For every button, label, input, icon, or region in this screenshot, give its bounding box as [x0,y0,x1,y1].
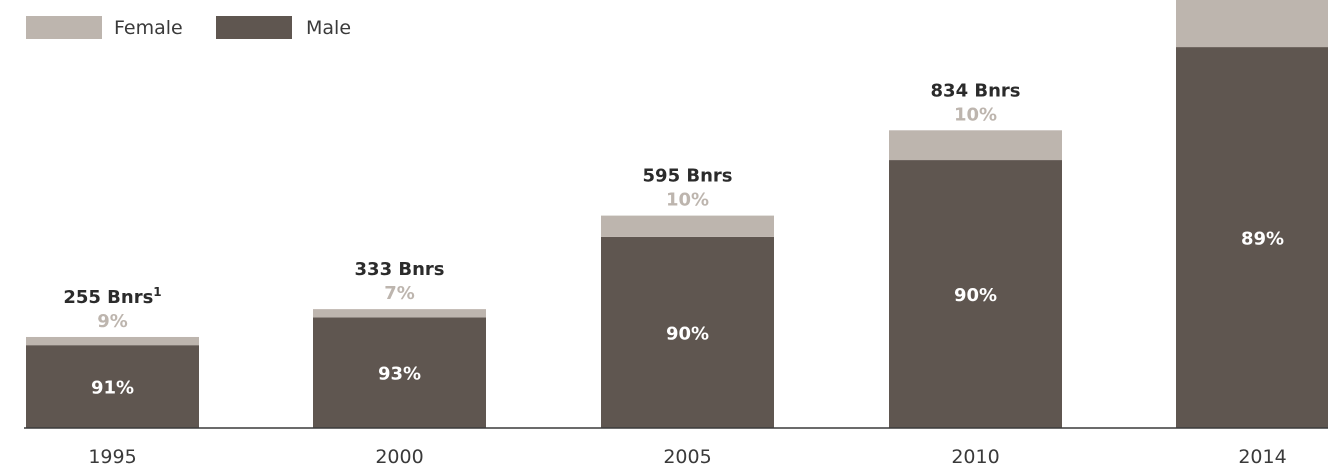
male-pct-label-2014: 89% [1241,229,1284,250]
total-label-1995: 255 Bnrs1 [63,285,161,308]
female-pct-label-2000: 7% [384,283,415,304]
x-tick-label-2010: 2010 [951,446,999,466]
legend-male-swatch [216,16,292,39]
total-label-2005: 595 Bnrs [643,166,733,187]
bar-female-2005 [601,215,774,237]
male-pct-label-2010: 90% [954,285,997,306]
bar-male-2000 [313,317,486,428]
bar-female-2000 [313,309,486,318]
bars-group: 91% 9% 255 Bnrs1 93% 7% 333 Bnrs 90% 10% 595 Bnr… [26,0,1328,428]
footnote-marker-1995: 1 [153,285,161,299]
total-label-2010: 834 Bnrs [931,80,1021,101]
legend: Female Male [26,16,351,39]
legend-male-label: Male [306,17,351,39]
male-pct-label-2000: 93% [378,364,421,385]
total-label-2000: 333 Bnrs [355,259,445,280]
x-tick-label-2005: 2005 [663,446,711,466]
female-pct-label-2005: 10% [666,190,709,211]
bar-female-2014 [1176,0,1328,48]
x-tick-labels: 1995 2000 2005 2010 2014 [88,446,1286,468]
female-pct-label-2010: 10% [954,104,997,125]
male-pct-label-1995: 91% [91,378,134,399]
bar-female-1995 [26,336,199,346]
legend-female-swatch [26,16,102,39]
male-pct-label-2005: 90% [666,323,709,344]
x-tick-label-2000: 2000 [375,446,423,466]
x-tick-label-1995: 1995 [88,446,136,466]
bar-female-2010 [889,130,1062,161]
bar-male-2005 [601,236,774,428]
x-tick-label-2014: 2014 [1238,446,1286,466]
bar-male-2014 [1176,47,1328,428]
bar-male-1995 [26,345,199,428]
female-pct-label-1995: 9% [97,311,128,332]
bar-male-2010 [889,160,1062,428]
legend-female-label: Female [114,17,183,39]
